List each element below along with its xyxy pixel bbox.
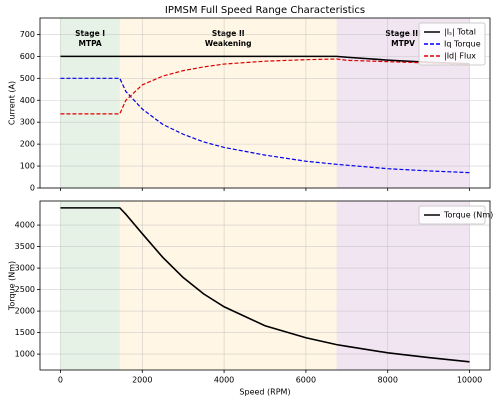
y-tick-label: 1500 (15, 328, 35, 337)
region-label: MTPV (391, 39, 415, 48)
x-tick-label: 2000 (132, 376, 152, 385)
region (60, 18, 120, 188)
legend-label: Iq Torque (444, 40, 481, 49)
x-tick-label: 0 (58, 376, 63, 385)
y-axis-label: Current (A) (8, 81, 17, 125)
legend-label: Torque (Nm) (443, 211, 493, 220)
y-tick-label: 600 (20, 52, 35, 61)
legend: Torque (Nm) (418, 205, 493, 225)
legend-label: |Iₛ| Total (444, 28, 476, 37)
subplot: 0 2000 4000 6000 8000 10000 1000 1500 2000 2500 30… (8, 200, 493, 397)
chart-title: IPMSM Full Speed Range Characteristics (165, 5, 365, 16)
region-label: Weakening (205, 39, 252, 48)
region (119, 201, 337, 370)
legend-box (418, 22, 486, 66)
x-tick-label: 8000 (378, 376, 398, 385)
x-tick-label: 6000 (296, 376, 316, 385)
region (336, 201, 470, 370)
x-axis-label: Speed (RPM) (239, 388, 290, 397)
y-tick-label: 500 (20, 74, 35, 83)
y-tick-label: 2000 (15, 307, 35, 316)
y-tick-label: 300 (20, 118, 35, 127)
region-label: Stage I (75, 29, 105, 38)
y-tick-label: 200 (20, 140, 35, 149)
y-tick-label: 3500 (15, 242, 35, 251)
x-tick-label: 10000 (457, 376, 482, 385)
axes-frame (39, 17, 491, 189)
y-tick-label: 2500 (15, 285, 35, 294)
series-line (60, 58, 470, 115)
region-label: Stage II (212, 29, 245, 38)
region-label: MTPA (79, 39, 102, 48)
y-tick-label: 1000 (15, 350, 35, 359)
y-tick-label: 700 (20, 30, 35, 39)
region (60, 201, 120, 370)
y-tick-label: 100 (20, 162, 35, 171)
y-tick-label: 400 (20, 96, 35, 105)
series-line (60, 207, 470, 363)
axes-frame (39, 200, 491, 371)
region-label: Stage III (385, 29, 421, 38)
series-line (60, 77, 470, 174)
series-line (60, 55, 470, 65)
y-tick-label: 0 (30, 184, 35, 193)
legend-label: |Id| Flux (444, 52, 476, 61)
y-axis-label: Torque (Nm) (8, 261, 17, 311)
y-tick-label: 3000 (15, 264, 35, 273)
y-tick-label: 4000 (15, 221, 35, 230)
x-tick-label: 4000 (214, 376, 234, 385)
legend: |Iₛ| Total Iq Torque |Id| Flux (418, 22, 486, 66)
legend-box (418, 205, 486, 225)
region (119, 18, 337, 188)
